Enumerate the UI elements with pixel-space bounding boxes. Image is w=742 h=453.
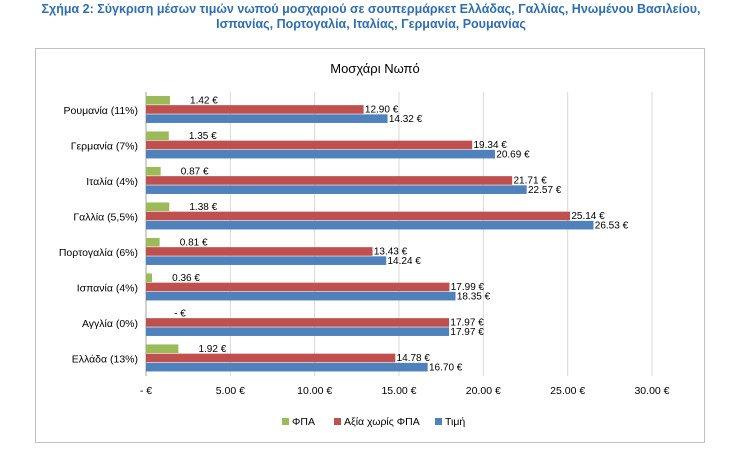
bar bbox=[146, 131, 169, 141]
bar-label: 17.97 € bbox=[450, 327, 484, 338]
category-label: Αγγλία (0%) bbox=[82, 318, 138, 330]
category-label: Γερμανία (7%) bbox=[71, 140, 138, 152]
legend-swatch bbox=[334, 418, 341, 425]
bar-label: 0.81 € bbox=[180, 237, 208, 248]
bar-label: 0.87 € bbox=[181, 166, 209, 177]
category-label: Γαλλία (5,5%) bbox=[73, 211, 138, 223]
x-tick-labels: - € 5.00 € 10.00 € 15.00 € 20.00 € 25.00 € 30.… bbox=[140, 385, 670, 397]
bar bbox=[146, 282, 450, 292]
legend: ΦΠΑ Αξία χωρίς ΦΠΑ Τιμή bbox=[282, 416, 465, 428]
x-tick-label: 25.00 € bbox=[550, 385, 585, 397]
bar-label: 0.36 € bbox=[172, 273, 200, 284]
bar-label: 18.35 € bbox=[457, 291, 491, 302]
bar bbox=[146, 95, 170, 105]
category-label: Ελλάδα (13%) bbox=[72, 353, 138, 365]
legend-swatch bbox=[435, 418, 442, 425]
bar bbox=[146, 185, 527, 194]
figure-caption-line-2: Ισπανίας, Πορτογαλία, Ιταλίας, Γερμανία,… bbox=[216, 17, 526, 31]
x-tick-label: 30.00 € bbox=[634, 385, 669, 397]
bar bbox=[146, 273, 153, 283]
bar-label: 20.69 € bbox=[496, 149, 530, 160]
bar bbox=[146, 318, 450, 327]
category-label: Ιταλία (4%) bbox=[86, 176, 138, 188]
bar-label: 22.57 € bbox=[528, 185, 562, 196]
bar-label: 12.90 € bbox=[365, 105, 399, 116]
bar bbox=[146, 211, 571, 221]
bar bbox=[146, 166, 161, 176]
bar bbox=[146, 140, 473, 150]
bar-label: 16.70 € bbox=[429, 362, 463, 373]
category-label: Ισπανία (4%) bbox=[77, 282, 138, 294]
x-tick-label: 5.00 € bbox=[216, 385, 245, 397]
bar-label: 17.97 € bbox=[450, 318, 484, 329]
category-labels: Ρουμανία (11%) Γερμανία (7%) Ιταλία (4%) Γα… bbox=[59, 105, 138, 366]
legend-label: Αξία χωρίς ΦΠΑ bbox=[344, 416, 420, 428]
category-label: Πορτογαλία (6%) bbox=[59, 247, 138, 259]
legend-label: Τιμή bbox=[445, 416, 465, 428]
figure-caption-line-1: Σχήμα 2: Σύγκριση μέσων τιμών νωπού μοσχ… bbox=[41, 2, 701, 16]
bars bbox=[146, 95, 594, 372]
bar bbox=[146, 220, 594, 230]
bar-labels: 1.42 € 12.90 €14.32 € 1.35 € 19.34 €20.69 €… bbox=[172, 95, 628, 373]
bar-label: 1.35 € bbox=[189, 131, 217, 142]
bar bbox=[146, 149, 495, 159]
bar-label: 1.38 € bbox=[189, 202, 217, 213]
bar bbox=[146, 202, 170, 212]
bar-label: 1.42 € bbox=[190, 95, 218, 106]
bar-label: 25.14 € bbox=[571, 211, 605, 222]
legend-swatch bbox=[282, 418, 289, 425]
bar bbox=[146, 327, 450, 336]
legend-label: ΦΠΑ bbox=[292, 416, 315, 428]
x-tick-label: 15.00 € bbox=[381, 385, 416, 397]
bar bbox=[146, 114, 388, 123]
bar-label: 14.32 € bbox=[389, 114, 423, 125]
bar-label: 21.71 € bbox=[513, 176, 547, 187]
bar-label: 1.92 € bbox=[198, 344, 226, 355]
bar bbox=[146, 176, 513, 185]
bar bbox=[146, 362, 428, 372]
bar-label: 13.43 € bbox=[374, 247, 408, 258]
bar bbox=[146, 291, 456, 301]
bar-label: 26.53 € bbox=[595, 220, 629, 231]
bar bbox=[146, 247, 373, 256]
bar bbox=[146, 344, 179, 354]
bar-label: 14.24 € bbox=[387, 256, 421, 267]
x-tick-label: 20.00 € bbox=[466, 385, 501, 397]
bar bbox=[146, 105, 364, 114]
bar bbox=[146, 256, 387, 265]
bar-label: 17.99 € bbox=[451, 282, 485, 293]
bar bbox=[146, 237, 160, 247]
figure-caption: Σχήμα 2: Σύγκριση μέσων τιμών νωπού μοσχ… bbox=[0, 2, 742, 32]
bar-label: - € bbox=[174, 308, 186, 319]
chart-title: Μοσχάρι Νωπό bbox=[330, 61, 420, 76]
x-tick-label: 10.00 € bbox=[297, 385, 332, 397]
bar-label: 19.34 € bbox=[474, 140, 508, 151]
x-tick-label: - € bbox=[140, 385, 152, 397]
bar-label: 14.78 € bbox=[397, 353, 431, 364]
category-label: Ρουμανία (11%) bbox=[63, 105, 138, 117]
bar bbox=[146, 353, 396, 363]
